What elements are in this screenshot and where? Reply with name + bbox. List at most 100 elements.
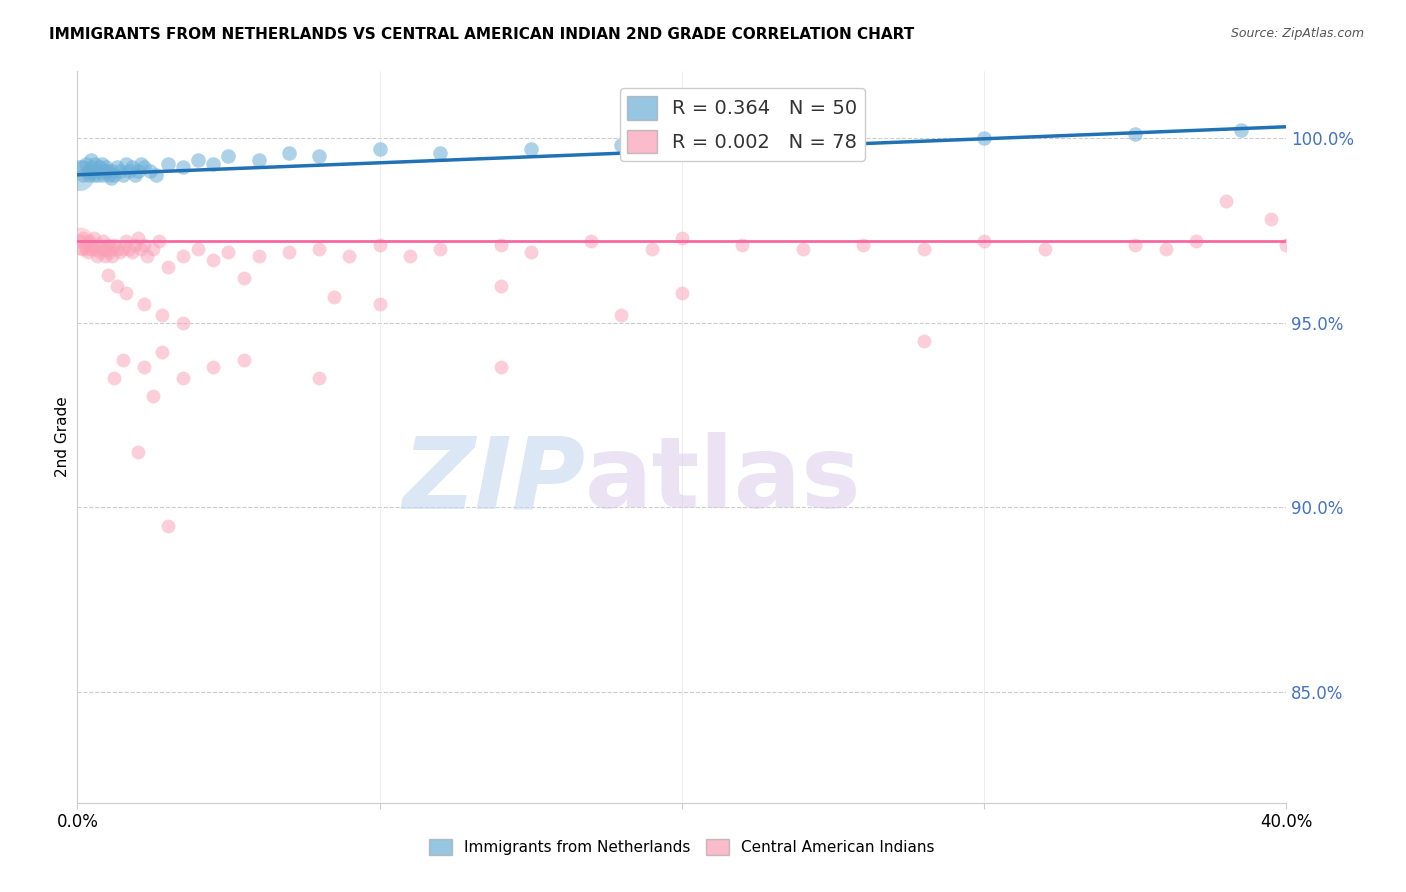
Point [91, 235, 114, 249]
Point [98, 168, 121, 182]
Point [124, 168, 146, 182]
Text: atlas: atlas [585, 433, 862, 530]
Point [87, 168, 110, 182]
Point [148, 235, 170, 249]
Point [368, 238, 391, 252]
Point [121, 161, 143, 175]
Point [89, 161, 111, 175]
Point [103, 168, 125, 182]
Point [912, 242, 935, 256]
Point [671, 230, 693, 244]
Point [135, 249, 157, 263]
Point [489, 238, 512, 252]
Point [489, 359, 512, 374]
Point [127, 164, 149, 178]
Point [132, 359, 155, 374]
Point [72, 230, 94, 244]
Point [368, 297, 391, 311]
Point [132, 297, 155, 311]
Point [118, 164, 141, 178]
Point [94, 161, 117, 175]
Point [157, 518, 180, 533]
Point [100, 242, 122, 256]
Point [132, 238, 155, 252]
Point [114, 235, 136, 249]
Point [339, 249, 360, 263]
Point [77, 245, 100, 260]
Point [489, 278, 512, 293]
Point [75, 242, 97, 256]
Point [142, 242, 165, 256]
Point [79, 168, 101, 182]
Text: Source: ZipAtlas.com: Source: ZipAtlas.com [1230, 27, 1364, 40]
Point [581, 235, 603, 249]
Point [1215, 194, 1237, 208]
Point [429, 242, 451, 256]
Point [114, 285, 136, 300]
Point [101, 249, 124, 263]
Point [142, 389, 165, 403]
Point [79, 235, 101, 249]
Point [105, 242, 128, 256]
Point [520, 245, 543, 260]
Point [671, 285, 693, 300]
Point [157, 260, 180, 274]
Point [399, 249, 422, 263]
Point [80, 153, 103, 167]
Point [1125, 238, 1147, 252]
Point [139, 164, 162, 178]
Point [731, 238, 754, 252]
Point [83, 168, 105, 182]
Point [232, 352, 254, 367]
Point [731, 135, 754, 149]
Point [172, 249, 194, 263]
Point [108, 164, 131, 178]
Point [96, 238, 118, 252]
Text: ZIP: ZIP [402, 433, 585, 530]
Point [77, 164, 100, 178]
Point [111, 168, 134, 182]
Point [150, 308, 173, 322]
Point [1185, 235, 1208, 249]
Point [93, 164, 115, 178]
Point [172, 371, 194, 385]
Point [187, 242, 209, 256]
Point [90, 242, 112, 256]
Point [247, 153, 270, 167]
Point [912, 334, 935, 348]
Point [73, 238, 96, 252]
Point [118, 242, 141, 256]
Point [111, 352, 134, 367]
Point [247, 249, 270, 263]
Point [132, 161, 155, 175]
Point [172, 161, 194, 175]
Point [72, 168, 94, 182]
Point [96, 164, 118, 178]
Point [105, 161, 128, 175]
Point [103, 371, 125, 385]
Point [70, 161, 93, 175]
Point [202, 252, 225, 267]
Point [821, 138, 844, 153]
Point [89, 245, 111, 260]
Point [84, 242, 107, 256]
Point [98, 245, 121, 260]
Legend: Immigrants from Netherlands, Central American Indians: Immigrants from Netherlands, Central Ame… [423, 833, 941, 861]
Point [96, 268, 118, 282]
Point [86, 164, 108, 178]
Point [187, 153, 209, 167]
Point [232, 271, 254, 285]
Point [108, 245, 131, 260]
Point [1291, 230, 1313, 244]
Point [218, 149, 240, 163]
Point [127, 230, 149, 244]
Point [157, 157, 180, 171]
Point [308, 242, 330, 256]
Point [308, 371, 330, 385]
Point [202, 157, 225, 171]
Point [218, 245, 240, 260]
Point [91, 168, 114, 182]
Point [1125, 127, 1147, 141]
Point [70, 242, 93, 256]
Point [368, 142, 391, 156]
